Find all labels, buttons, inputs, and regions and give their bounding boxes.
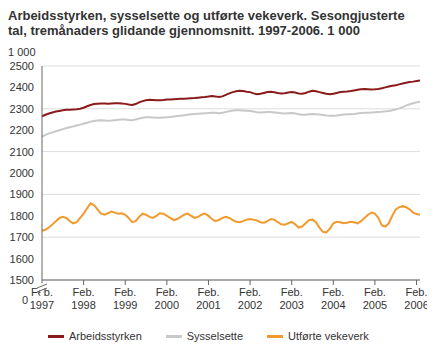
svg-text:Feb.1999: Feb.1999: [113, 286, 137, 311]
svg-text:Feb.2006: Feb.2006: [404, 286, 427, 311]
html-text:Feb.: Feb.: [31, 286, 53, 298]
svg-text:Feb.1998: Feb.1998: [71, 286, 95, 311]
svg-text:2200: 2200: [10, 124, 34, 136]
html-text:Utførte vekeverk: Utførte vekeverk: [288, 330, 369, 342]
svg-text:Feb.2000: Feb.2000: [155, 286, 179, 311]
svg-text:1700: 1700: [10, 231, 34, 243]
svg-text:Feb.2005: Feb.2005: [363, 286, 387, 311]
html-text:0: 0: [22, 294, 29, 306]
svg-text:1600: 1600: [10, 253, 34, 265]
svg-text:Feb.2001: Feb.2001: [196, 286, 220, 311]
svg-text:1500: 1500: [10, 274, 34, 286]
html-text:1 000: 1 000: [8, 46, 36, 58]
html-text:Arbeidsstyrken, sysselsette og: Arbeidsstyrken, sysselsette og utførte v…: [8, 8, 405, 38]
svg-text:1900: 1900: [10, 188, 34, 200]
html-text:1997: 1997: [29, 299, 55, 311]
svg-text:Feb.2003: Feb.2003: [279, 286, 303, 311]
svg-text:1800: 1800: [10, 210, 34, 222]
svg-text:2100: 2100: [10, 146, 34, 158]
html-text:Arbeidsstyrken: Arbeidsstyrken: [69, 330, 142, 342]
svg-text:2000: 2000: [10, 167, 34, 179]
svg-text:2400: 2400: [10, 81, 34, 93]
html-text:Sysselsette: Sysselsette: [186, 330, 243, 342]
svg-text:2500: 2500: [10, 60, 34, 72]
svg-text:2300: 2300: [10, 103, 34, 115]
svg-text:Feb.2002: Feb.2002: [238, 286, 262, 311]
svg-text:Feb.2004: Feb.2004: [321, 286, 345, 311]
